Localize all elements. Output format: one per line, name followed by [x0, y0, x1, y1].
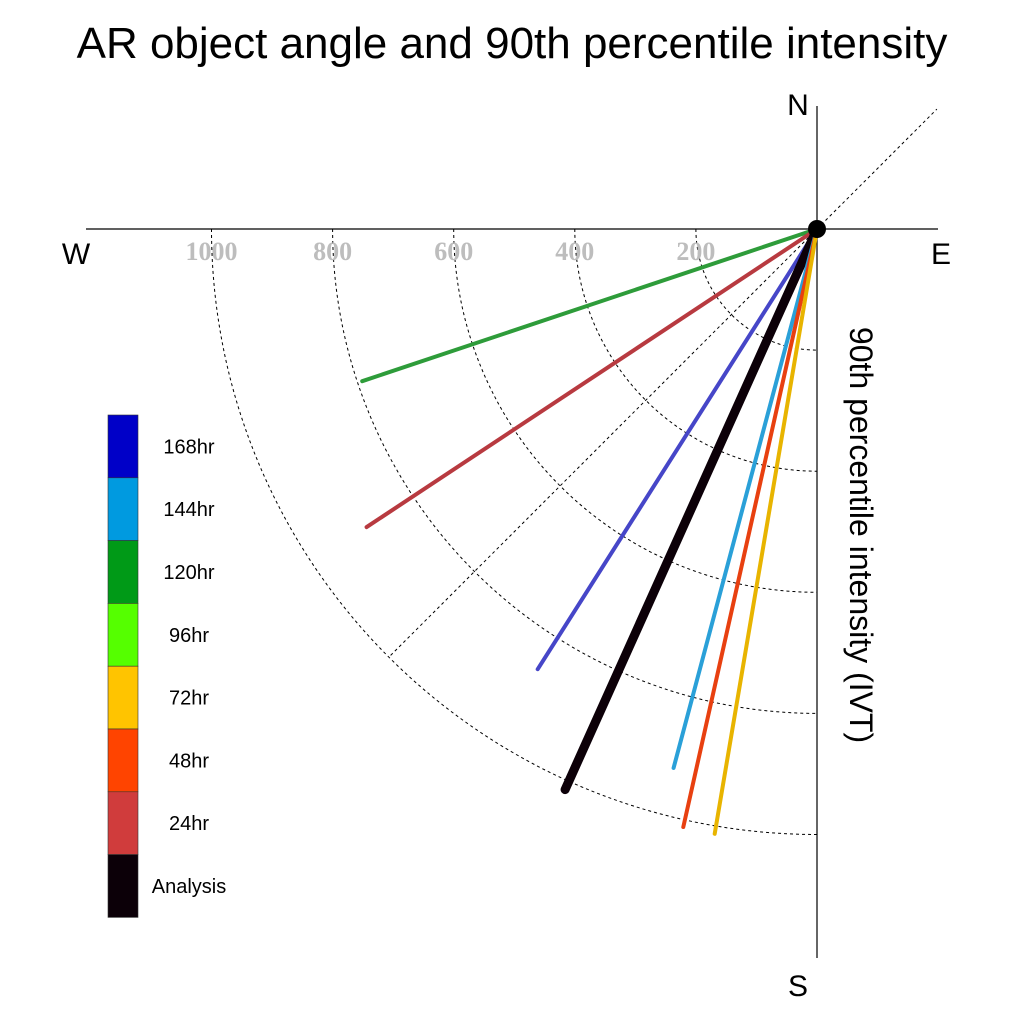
- legend-label-144hr: 144hr: [163, 499, 214, 521]
- legend-swatch-24hr: [107, 791, 139, 855]
- legend-label-24hr: 24hr: [169, 813, 209, 835]
- legend-label-48hr: 48hr: [169, 750, 209, 772]
- range-ring-1000: [211, 228, 818, 835]
- grid-layer: [211, 108, 938, 835]
- vector-168hr: [535, 227, 819, 672]
- vector-24hr: [364, 227, 819, 530]
- vector-48hr: [681, 227, 819, 829]
- series-layer: [360, 224, 822, 836]
- legend-swatch-72hr: [107, 665, 139, 730]
- axes-layer: [86, 106, 938, 958]
- radial-axis-label: 90th percentile intensity (IVT): [843, 327, 879, 743]
- chart-title: AR object angle and 90th percentile inte…: [77, 19, 948, 68]
- legend-swatch-120hr: [107, 540, 139, 604]
- vector-analysis: [560, 224, 822, 795]
- grid-ray-45: [816, 108, 938, 230]
- legend-label-168hr: 168hr: [163, 436, 214, 458]
- vector-120hr: [360, 227, 819, 384]
- legend-label-120hr: 120hr: [163, 562, 214, 584]
- radial-tick-label-200: 200: [676, 237, 715, 266]
- range-ring-800: [332, 228, 818, 714]
- range-ring-600: [453, 228, 818, 593]
- vector-144hr: [671, 227, 819, 770]
- compass-east: E: [931, 238, 951, 271]
- tick-label-layer: 200 400 600 800 1000: [186, 237, 716, 266]
- legend-swatch-48hr: [107, 728, 139, 793]
- origin-dot: [808, 220, 826, 238]
- legend-label-96hr: 96hr: [169, 625, 209, 647]
- legend-swatch-analysis: [107, 854, 139, 918]
- vector-72hr: [712, 227, 819, 836]
- radial-tick-label-400: 400: [555, 237, 594, 266]
- legend-label-72hr: 72hr: [169, 688, 209, 710]
- legend-swatch-96hr: [107, 603, 139, 667]
- compass-west: W: [62, 238, 91, 271]
- radial-tick-label-1000: 1000: [186, 237, 238, 266]
- compass-north: N: [787, 89, 809, 122]
- grid-ray-225: [388, 228, 818, 658]
- legend-swatch-168hr: [107, 414, 139, 479]
- compass-south: S: [788, 970, 808, 1003]
- legend-swatch-144hr: [107, 477, 139, 541]
- legend: 168hr 144hr 120hr 96hr 72hr 48hr 24hr Analysis: [107, 414, 226, 918]
- radial-tick-label-600: 600: [434, 237, 473, 266]
- radial-tick-label-800: 800: [313, 237, 352, 266]
- legend-label-analysis: Analysis: [152, 876, 226, 898]
